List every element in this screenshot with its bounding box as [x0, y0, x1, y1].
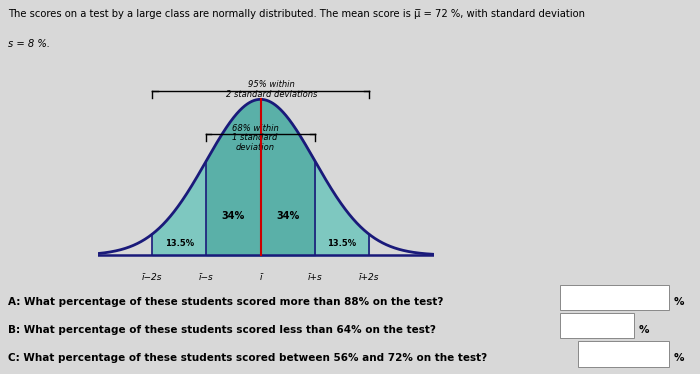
Text: ī+s: ī+s — [307, 273, 322, 282]
Text: ī+2s: ī+2s — [358, 273, 379, 282]
Text: 1 standard: 1 standard — [232, 133, 278, 142]
Text: A: What percentage of these students scored more than 88% on the test?: A: What percentage of these students sco… — [8, 297, 444, 307]
Text: B: What percentage of these students scored less than 64% on the test?: B: What percentage of these students sco… — [8, 325, 436, 335]
Text: %: % — [674, 353, 685, 363]
Text: The scores on a test by a large class are normally distributed. The mean score i: The scores on a test by a large class ar… — [8, 9, 585, 19]
Text: ī−s: ī−s — [199, 273, 214, 282]
Text: 2 standard deviations: 2 standard deviations — [225, 90, 317, 99]
Text: 34%: 34% — [276, 211, 300, 221]
Text: ī−2s: ī−2s — [142, 273, 162, 282]
Text: deviation: deviation — [236, 143, 274, 152]
Text: ī: ī — [259, 273, 262, 282]
Text: s = 8 %.: s = 8 %. — [8, 39, 50, 49]
Text: 34%: 34% — [222, 211, 245, 221]
Text: 95% within: 95% within — [248, 80, 295, 89]
Text: 68% within: 68% within — [232, 124, 279, 133]
Text: 13.5%: 13.5% — [164, 239, 194, 248]
Text: %: % — [674, 297, 685, 307]
Text: C: What percentage of these students scored between 56% and 72% on the test?: C: What percentage of these students sco… — [8, 353, 487, 363]
Text: %: % — [639, 325, 650, 335]
Text: 13.5%: 13.5% — [328, 239, 356, 248]
